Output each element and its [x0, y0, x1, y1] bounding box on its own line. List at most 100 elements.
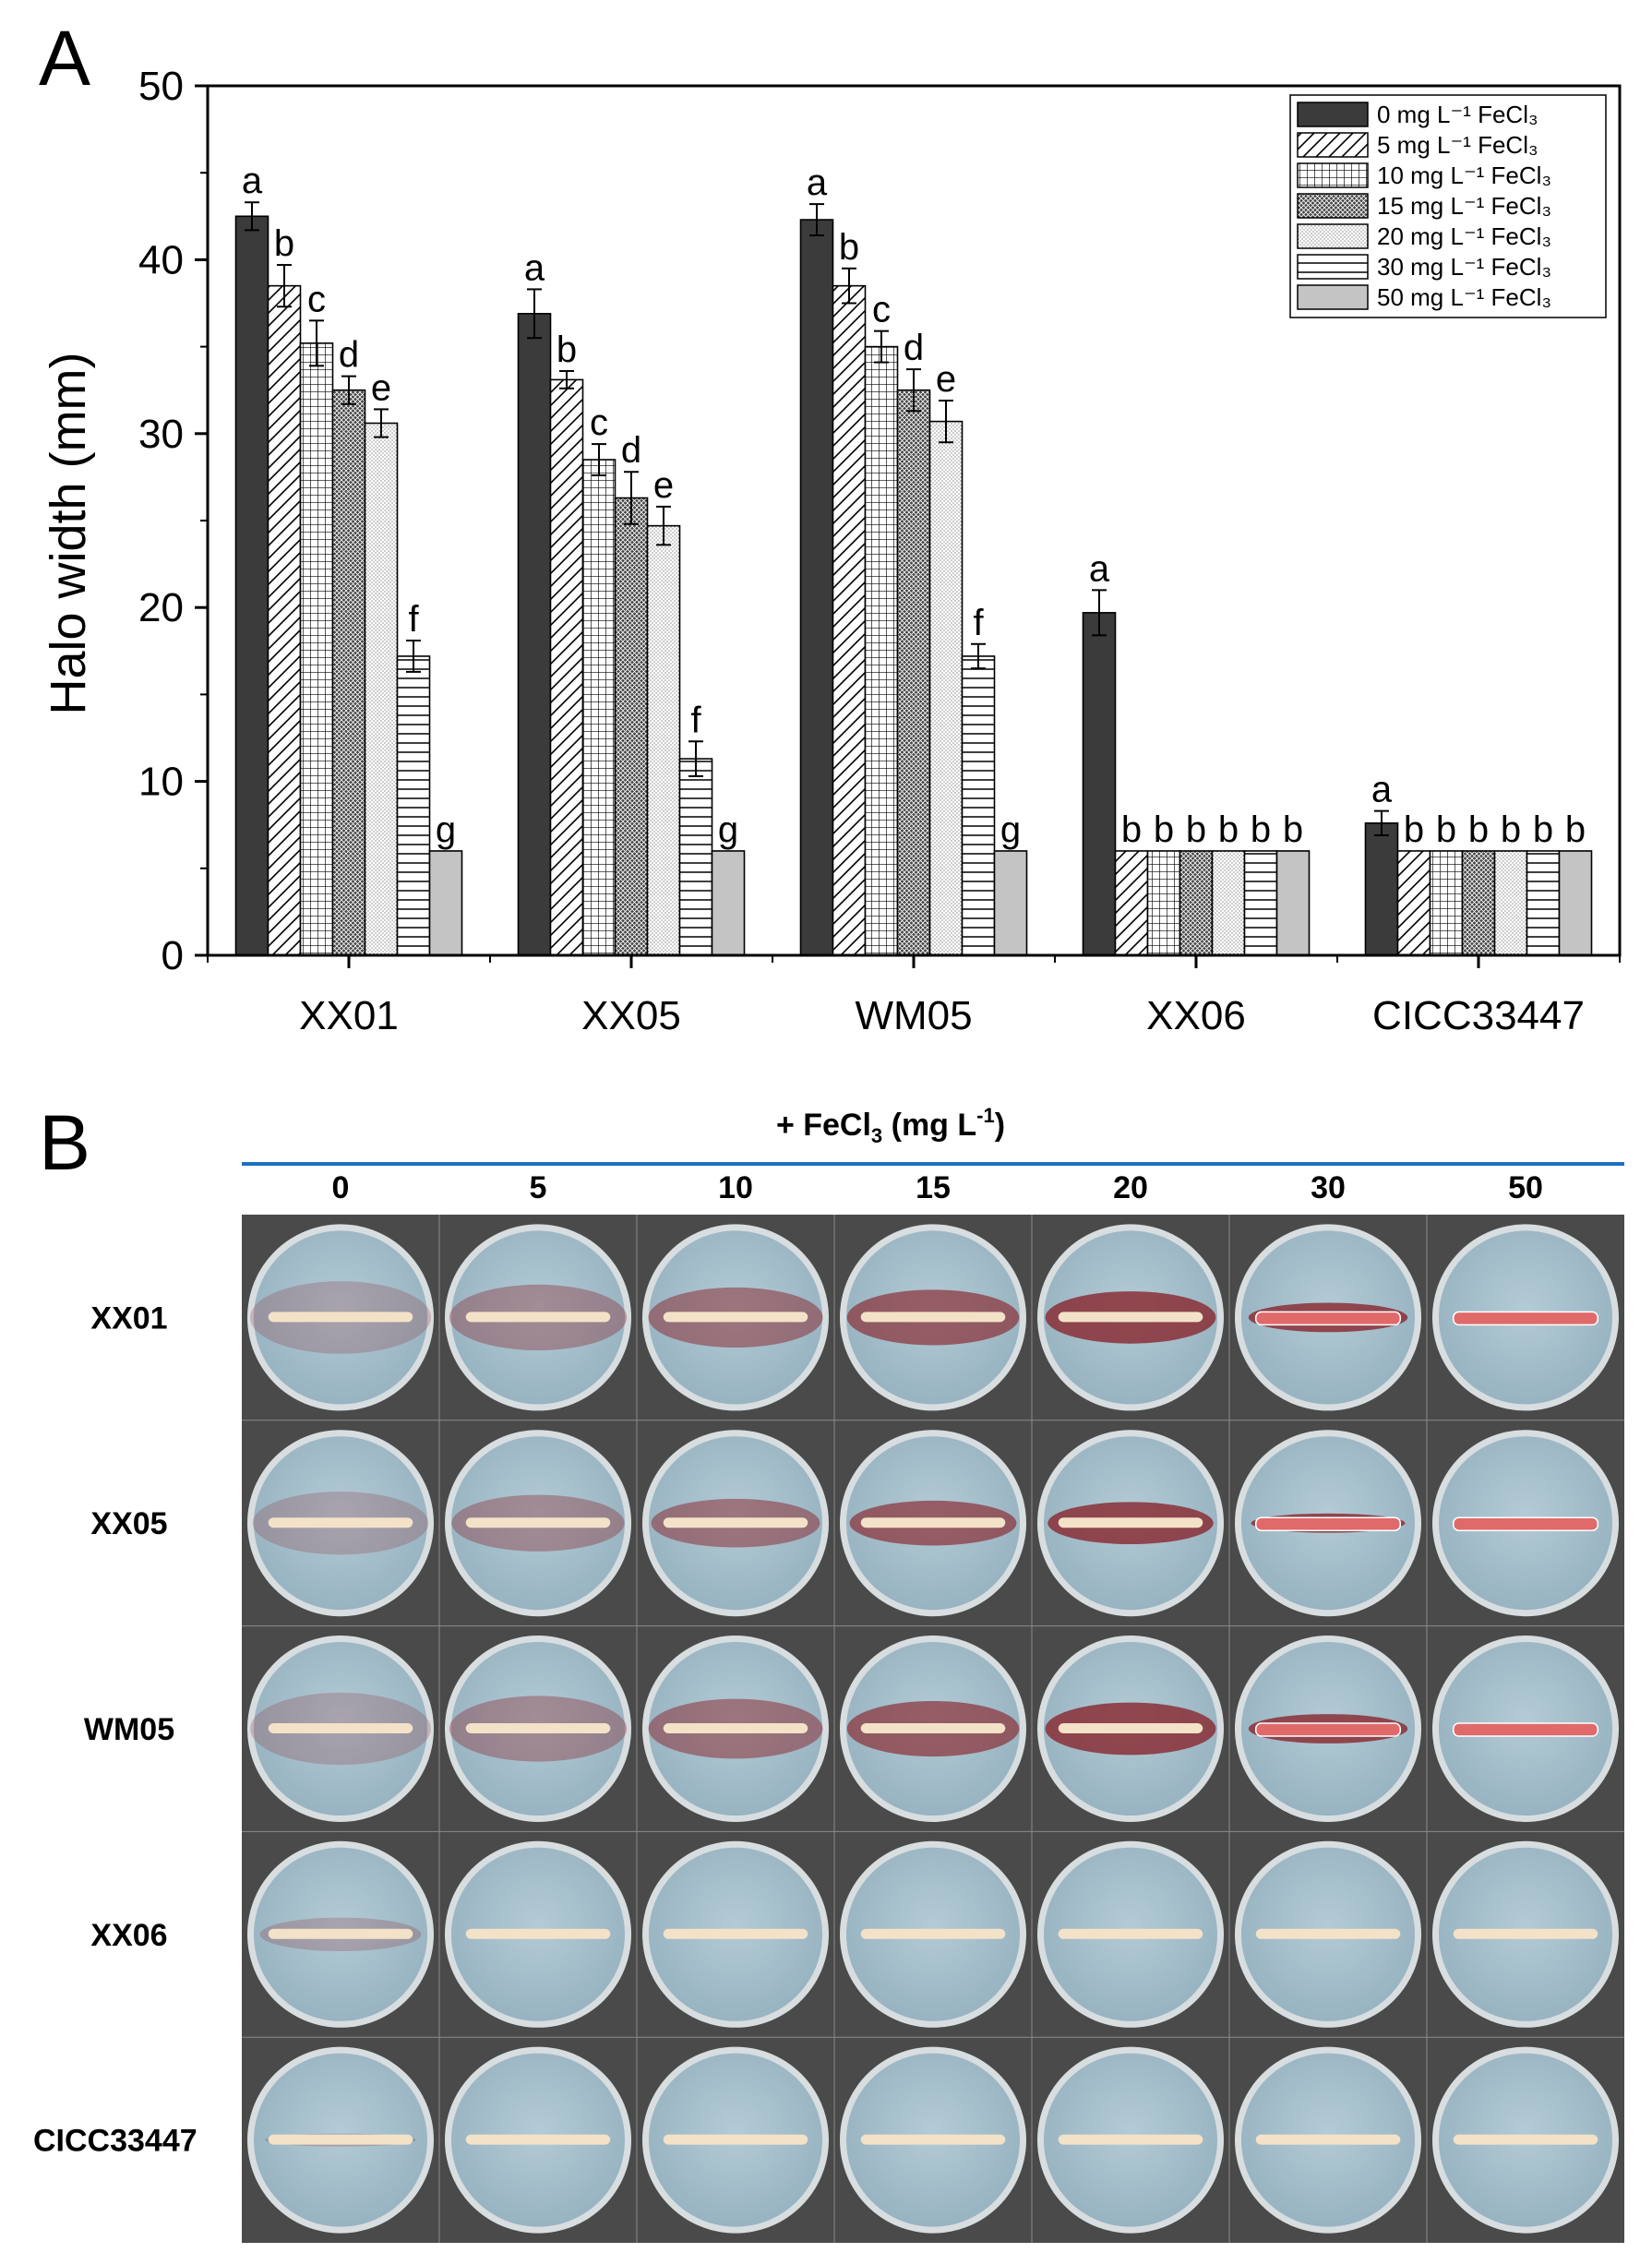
legend-swatch: [1297, 284, 1369, 310]
petri-plate: [1432, 1224, 1619, 1411]
bar-xx01-50: [428, 850, 463, 956]
colony-streak: [860, 1723, 1006, 1733]
significance-letter: b: [1121, 809, 1142, 850]
bar-xx05-15: [614, 497, 649, 956]
significance-letter: b: [1218, 809, 1239, 850]
legend-label: 50 mg L⁻¹ FeCl₃: [1377, 283, 1551, 311]
legend-label: 0 mg L⁻¹ FeCl₃: [1377, 101, 1538, 128]
colony-streak: [465, 1312, 611, 1323]
legend-label: 20 mg L⁻¹ FeCl₃: [1377, 222, 1551, 250]
panel-a-label: A: [39, 15, 90, 102]
error-bar: [906, 368, 921, 413]
legend: 0 mg L⁻¹ FeCl₃ 5 mg L⁻¹ FeCl₃ 10 mg L⁻¹ Fe…: [1289, 94, 1607, 318]
bar-xx06-0: [1082, 612, 1117, 956]
bar-wm05-20: [928, 420, 964, 956]
y-tick-label: 50: [138, 64, 184, 109]
x-tick-label: WM05: [855, 993, 972, 1038]
colony-streak: [1254, 1722, 1402, 1737]
strain-row-label: XX01: [90, 1300, 167, 1336]
y-tick-label: 20: [138, 585, 184, 630]
petri-plate: [445, 1430, 631, 1617]
petri-plate: [1037, 2046, 1224, 2234]
petri-plate: [247, 1224, 434, 1411]
significance-letter: b: [1404, 809, 1424, 850]
concentration-column-label: 15: [916, 1170, 951, 1205]
error-bar: [1092, 589, 1107, 637]
significance-letter: c: [872, 290, 891, 330]
error-bar: [809, 203, 824, 237]
petri-plate: [445, 2046, 631, 2234]
colony-streak: [663, 1517, 808, 1528]
colony-streak: [860, 2134, 1006, 2145]
significance-letter: f: [408, 599, 419, 640]
significance-letter: e: [653, 465, 674, 506]
significance-letter: a: [1371, 770, 1393, 810]
colony-streak: [465, 1723, 611, 1733]
header-close: ): [995, 1108, 1005, 1143]
significance-letter: d: [339, 335, 359, 376]
petri-plate: [445, 1636, 631, 1822]
bar-xx05-10: [581, 459, 617, 956]
bar-wm05-10: [864, 345, 899, 956]
error-bar: [309, 319, 324, 367]
error-bar: [1374, 809, 1389, 837]
plate-grid: 0 5 10 15 20 30 50 XX01 XX05 WM05 XX06 CICC33447: [33, 1170, 1624, 2243]
x-tick-label: XX01: [299, 993, 399, 1038]
petri-plate: [642, 1224, 829, 1411]
significance-letter: a: [1089, 548, 1110, 589]
petri-plate: [1037, 1840, 1224, 2028]
petri-plate: [1235, 1636, 1421, 1822]
bar-xx06-5: [1114, 850, 1149, 956]
colony-streak: [1058, 2134, 1203, 2145]
bar-xx06-30: [1243, 850, 1278, 956]
legend-swatch: [1297, 102, 1369, 127]
colony-streak: [1058, 1517, 1203, 1528]
colony-streak: [268, 2134, 413, 2145]
colony-streak: [268, 1723, 413, 1733]
petri-plate: [1432, 2046, 1619, 2234]
bar-xx05-20: [646, 524, 681, 956]
petri-plate: [642, 1636, 829, 1822]
colony-streak: [860, 1517, 1006, 1528]
significance-letter: b: [1251, 809, 1271, 850]
petri-plate: [1037, 1636, 1224, 1822]
panel-b-label: B: [39, 1099, 90, 1186]
error-bar: [341, 375, 356, 405]
colony-streak: [1255, 2134, 1401, 2145]
colony-streak: [1453, 2134, 1598, 2145]
petri-plate: [1235, 1840, 1421, 2028]
error-bar: [277, 264, 292, 308]
significance-letter: c: [590, 402, 608, 443]
significance-letter: g: [436, 809, 456, 850]
bar-xx06-50: [1275, 850, 1311, 956]
bar-wm05-30: [961, 655, 996, 956]
colony-streak: [465, 2134, 611, 2145]
error-bar: [656, 505, 671, 546]
error-bar: [527, 288, 542, 340]
bar-wm05-50: [993, 850, 1028, 956]
strain-row-label: WM05: [84, 1712, 174, 1747]
legend-swatch: [1297, 223, 1369, 249]
significance-letter: d: [904, 328, 924, 368]
x-tick-label: XX06: [1146, 993, 1246, 1038]
petri-plate: [840, 2046, 1026, 2234]
colony-streak: [268, 1517, 413, 1528]
concentration-column-label: 50: [1508, 1170, 1543, 1205]
strain-row-label: CICC33447: [33, 2124, 198, 2159]
legend-swatch: [1297, 162, 1369, 188]
legend-label: 5 mg L⁻¹ FeCl₃: [1377, 131, 1538, 159]
petri-plate: [1037, 1430, 1224, 1617]
petri-plate: [1235, 1430, 1421, 1617]
colony-streak: [1058, 1723, 1203, 1733]
bar-xx06-10: [1146, 850, 1181, 956]
legend-label: 15 mg L⁻¹ FeCl₃: [1377, 192, 1551, 220]
significance-letter: b: [1283, 809, 1303, 850]
significance-letter: e: [936, 359, 956, 400]
significance-letter: b: [1186, 809, 1206, 850]
petri-plate: [642, 1430, 829, 1617]
petri-plate: [1235, 2046, 1421, 2234]
x-tick-label: XX05: [581, 993, 681, 1038]
significance-letter: b: [1436, 809, 1456, 850]
